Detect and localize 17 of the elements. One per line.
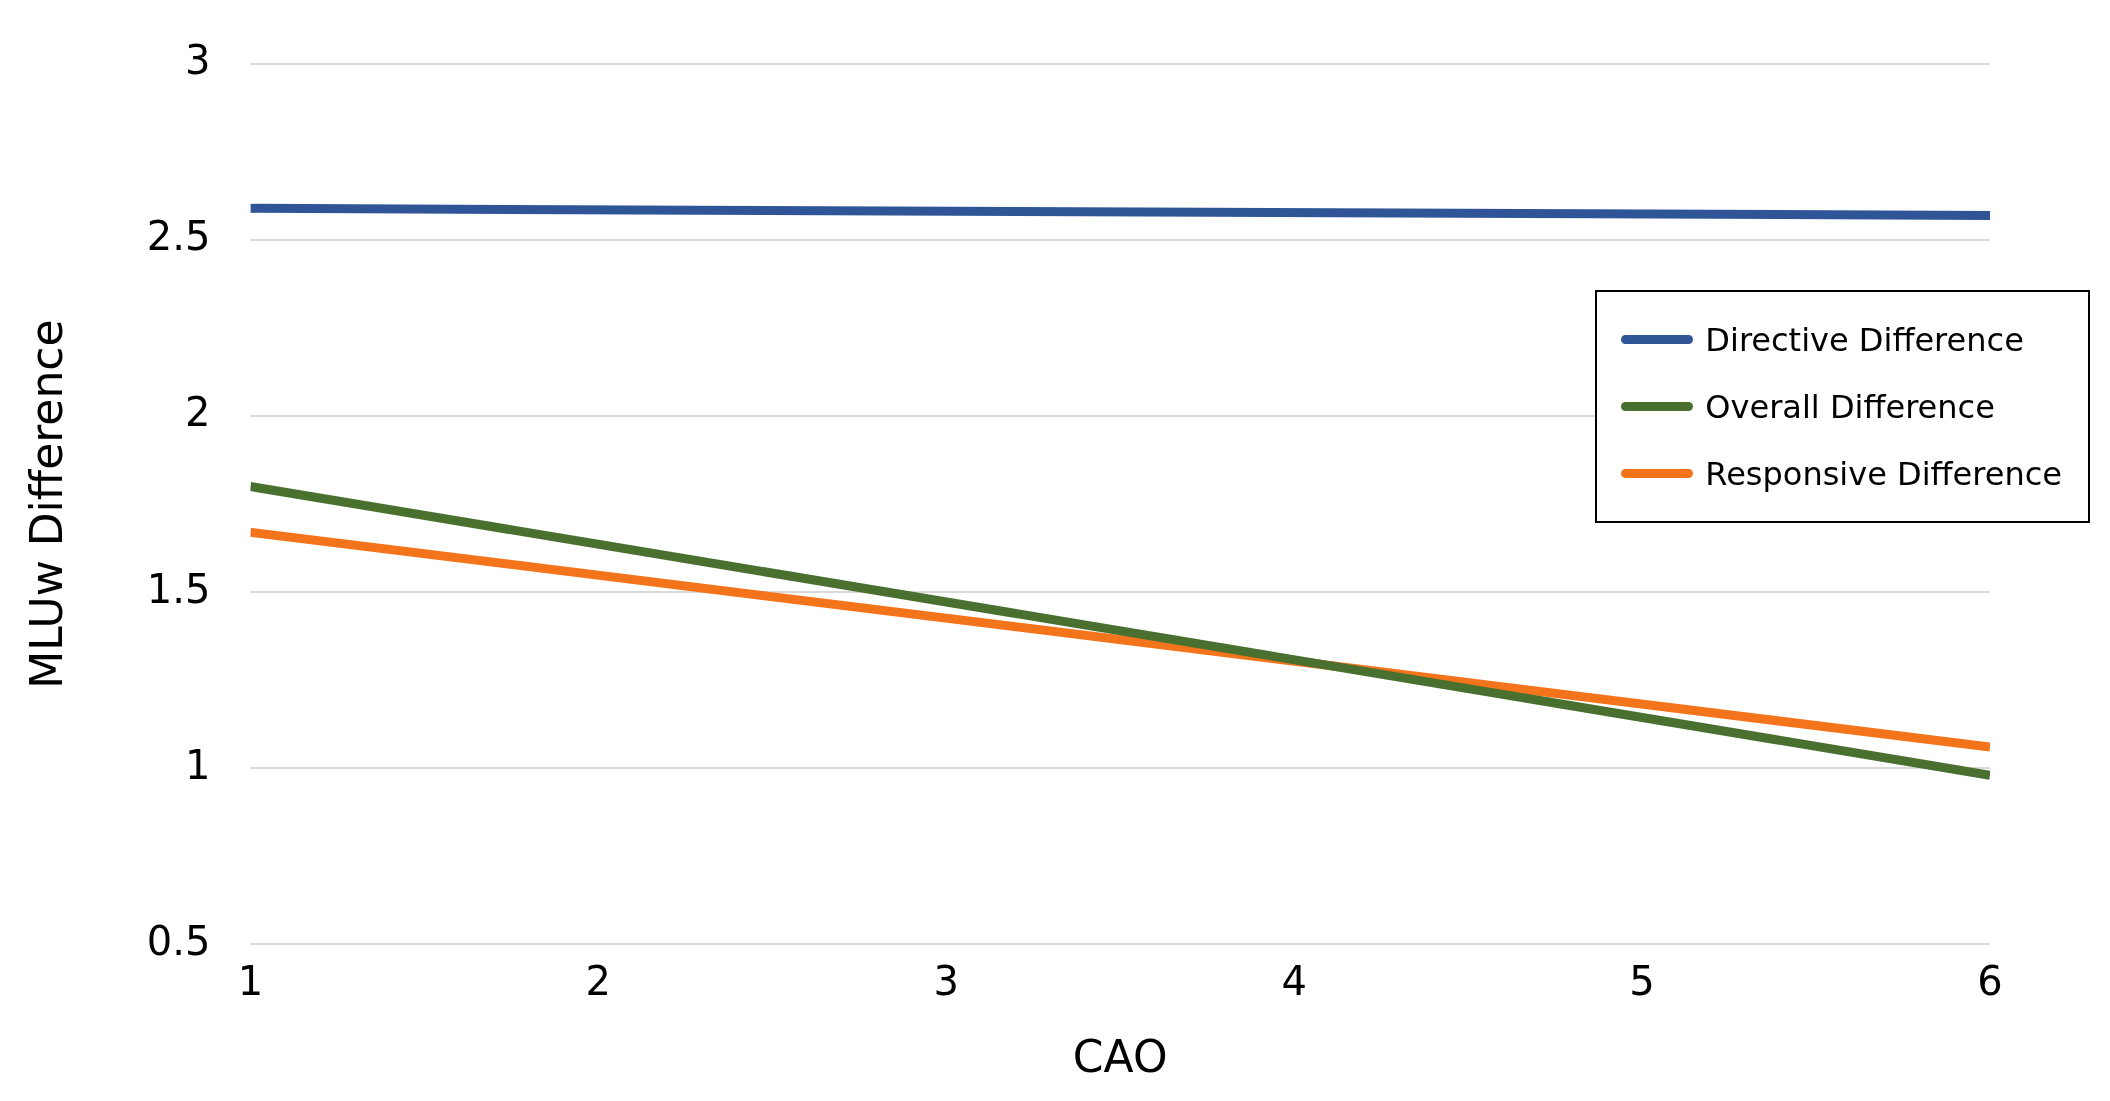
y-tick-label: 2.5	[146, 213, 211, 260]
y-axis-title: MLUw Difference	[20, 319, 72, 689]
x-axis-title: CAO	[1072, 1031, 1168, 1083]
legend-label: Responsive Difference	[1705, 454, 2062, 493]
legend-label: Directive Difference	[1705, 320, 2024, 359]
x-tick-label: 2	[585, 957, 612, 1004]
y-tick-label: 1.5	[146, 565, 211, 612]
legend-label: Overall Difference	[1705, 387, 1995, 426]
y-tick-label: 3	[184, 37, 211, 84]
y-tick-label: 2	[184, 389, 211, 436]
x-tick-label: 1	[237, 957, 264, 1004]
x-tick-label: 3	[933, 957, 959, 1004]
x-tick-label: 5	[1629, 957, 1655, 1004]
x-tick-label: 4	[1281, 957, 1307, 1004]
y-tick-label: 1	[184, 741, 211, 788]
x-tick-label: 6	[1977, 957, 2003, 1004]
y-tick-label: 0.5	[146, 917, 211, 964]
